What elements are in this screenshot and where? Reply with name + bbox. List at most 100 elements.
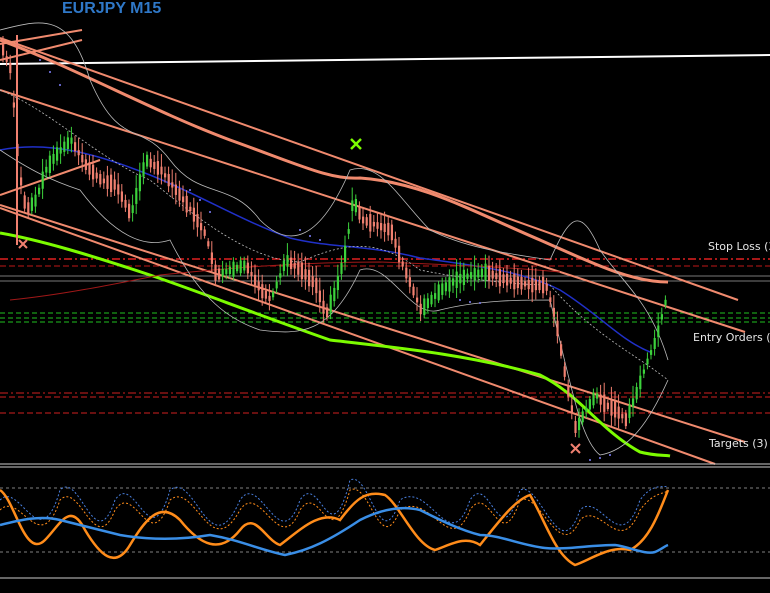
- candle-body: [484, 263, 487, 281]
- candle-body: [639, 375, 642, 390]
- candle-body: [646, 358, 649, 365]
- candle-body: [200, 223, 203, 231]
- candle-body: [210, 252, 213, 264]
- candle-body: [81, 154, 84, 163]
- candle-body: [48, 155, 51, 173]
- candle-body: [279, 273, 282, 278]
- candle-body: [416, 297, 419, 303]
- candle-body: [70, 137, 73, 144]
- candle-body: [272, 292, 275, 298]
- candle-body: [311, 276, 314, 288]
- candle-body: [308, 269, 311, 287]
- moving-average-salmon[interactable]: [0, 38, 669, 284]
- candle-body: [182, 196, 185, 203]
- candle-body: [614, 401, 617, 418]
- candle-body: [549, 297, 552, 303]
- candle-body: [282, 260, 285, 271]
- candle-body: [581, 411, 584, 423]
- candle-body: [5, 56, 8, 62]
- candle-body: [408, 277, 411, 287]
- candle-body: [617, 406, 620, 419]
- candle-body: [383, 223, 386, 233]
- candle-body: [196, 214, 199, 228]
- candle-body: [606, 402, 609, 410]
- candle-body: [509, 277, 512, 284]
- oscillator-pane[interactable]: [0, 478, 770, 567]
- candle-body: [203, 229, 206, 236]
- candle-body: [228, 266, 231, 275]
- candle-body: [495, 273, 498, 280]
- candle-body: [448, 277, 451, 292]
- candle-body: [300, 262, 303, 280]
- candle-body: [293, 262, 296, 269]
- moving-average-blue[interactable]: [0, 146, 651, 353]
- candle-body: [488, 265, 491, 281]
- candle-body: [149, 158, 152, 168]
- candle-body: [2, 44, 5, 56]
- oscillator-slow-dotted: [0, 488, 669, 535]
- candle-body: [390, 224, 393, 241]
- candle-body: [189, 206, 192, 212]
- candle-body: [502, 274, 505, 283]
- candle-body: [59, 147, 62, 154]
- candle-body: [520, 276, 523, 290]
- candle-body: [297, 261, 300, 275]
- candle-body: [92, 164, 95, 180]
- candle-body: [552, 307, 555, 317]
- candle-body: [347, 229, 350, 234]
- candle-body: [412, 286, 415, 296]
- candle-body: [498, 268, 501, 287]
- candle-body: [23, 195, 26, 209]
- candle-body: [124, 199, 127, 208]
- candle-body: [185, 195, 188, 213]
- candle-body: [236, 264, 239, 272]
- cross-signal-icon[interactable]: [18, 239, 28, 249]
- candle-body: [275, 281, 278, 289]
- candle-body: [380, 223, 383, 231]
- candle-body: [394, 238, 397, 248]
- candle-body: [333, 287, 336, 302]
- candle-body: [239, 260, 242, 274]
- candle-body: [660, 314, 663, 320]
- candle-body: [664, 299, 667, 305]
- candle-body: [254, 274, 257, 286]
- candle-body: [38, 187, 41, 195]
- candle-body: [264, 290, 267, 299]
- candle-body: [459, 273, 462, 284]
- candle-body: [534, 279, 537, 291]
- candle-body: [506, 273, 509, 286]
- candle-body: [365, 217, 368, 226]
- candle-body: [452, 278, 455, 286]
- regression-channel[interactable]: [0, 29, 746, 465]
- bollinger-bands[interactable]: [0, 22, 669, 456]
- candle-body: [441, 283, 444, 295]
- candle-body: [99, 174, 102, 185]
- oscillator-blue-line: [0, 506, 669, 557]
- chart-title: EURJPY M15: [62, 0, 162, 17]
- candle-body: [174, 184, 177, 195]
- candle-body: [178, 188, 181, 201]
- stop-loss-label: Stop Loss (3: [708, 240, 770, 253]
- candle-body: [336, 275, 339, 291]
- candlesticks[interactable]: [2, 35, 667, 438]
- candle-body: [444, 282, 447, 292]
- cross-signal-icon[interactable]: [350, 138, 362, 150]
- candle-body: [164, 173, 167, 178]
- candle-body: [401, 261, 404, 267]
- candle-body: [131, 205, 134, 214]
- candle-body: [246, 262, 249, 274]
- candle-body: [650, 350, 653, 355]
- candle-body: [531, 277, 534, 293]
- moving-average-green[interactable]: [0, 231, 671, 458]
- candle-body: [329, 294, 332, 313]
- horizontal-level-line[interactable]: [0, 54, 770, 65]
- cross-signal-icon[interactable]: [570, 443, 581, 454]
- candle-body: [290, 257, 293, 270]
- candle-body: [45, 166, 48, 173]
- candle-body: [430, 294, 433, 305]
- candle-body: [340, 262, 343, 274]
- candle-body: [102, 178, 105, 184]
- candle-body: [542, 276, 545, 294]
